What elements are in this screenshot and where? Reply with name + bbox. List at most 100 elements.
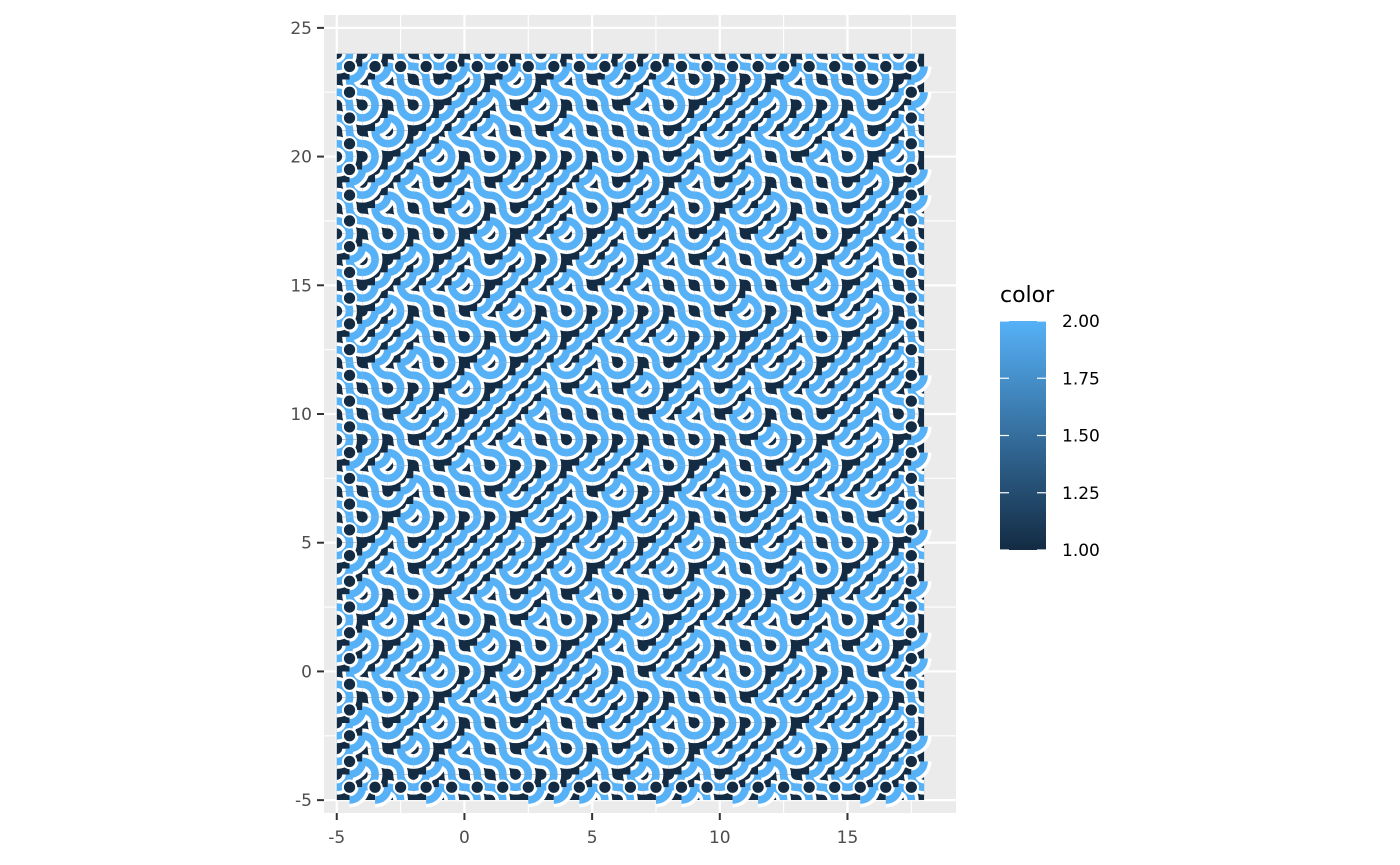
border-dot bbox=[343, 214, 356, 227]
border-dot bbox=[547, 60, 560, 73]
border-dot bbox=[343, 446, 356, 459]
y-tick-label: 15 bbox=[290, 276, 312, 296]
border-dot bbox=[420, 781, 433, 794]
border-dot bbox=[905, 317, 918, 330]
border-dot bbox=[905, 781, 918, 794]
border-dot bbox=[905, 626, 918, 639]
border-dot bbox=[343, 111, 356, 124]
border-dot bbox=[624, 60, 637, 73]
border-dot bbox=[343, 678, 356, 691]
border-dot bbox=[905, 163, 918, 176]
x-tick-label: 0 bbox=[459, 828, 470, 848]
border-dot bbox=[343, 781, 356, 794]
border-dot bbox=[700, 781, 713, 794]
border-dot bbox=[624, 781, 637, 794]
border-dot bbox=[343, 343, 356, 356]
border-dot bbox=[905, 600, 918, 613]
border-dot bbox=[343, 369, 356, 382]
border-dot bbox=[828, 781, 841, 794]
border-dot bbox=[649, 60, 662, 73]
border-dot bbox=[905, 678, 918, 691]
border-dot bbox=[573, 60, 586, 73]
border-dot bbox=[777, 60, 790, 73]
border-dot bbox=[905, 575, 918, 588]
border-dot bbox=[905, 472, 918, 485]
border-dot bbox=[496, 60, 509, 73]
border-dot bbox=[522, 781, 535, 794]
border-dot bbox=[905, 369, 918, 382]
border-dot bbox=[343, 163, 356, 176]
border-dot bbox=[879, 60, 892, 73]
border-dot bbox=[905, 266, 918, 279]
border-dot bbox=[343, 652, 356, 665]
border-dot bbox=[343, 394, 356, 407]
border-dot bbox=[905, 292, 918, 305]
border-dot bbox=[343, 472, 356, 485]
x-tick-label: -5 bbox=[328, 828, 345, 848]
border-dot bbox=[905, 652, 918, 665]
border-dot bbox=[905, 497, 918, 510]
border-dot bbox=[343, 600, 356, 613]
border-dot bbox=[573, 781, 586, 794]
border-dot bbox=[343, 703, 356, 716]
border-dot bbox=[726, 60, 739, 73]
y-tick-label: 0 bbox=[301, 662, 312, 682]
border-dot bbox=[343, 292, 356, 305]
border-dot bbox=[905, 703, 918, 716]
legend-label: 1.25 bbox=[1062, 484, 1100, 504]
border-dot bbox=[343, 266, 356, 279]
border-dot bbox=[343, 317, 356, 330]
y-tick-label: 5 bbox=[301, 534, 312, 554]
border-dot bbox=[343, 420, 356, 433]
border-dot bbox=[854, 781, 867, 794]
border-dot bbox=[368, 60, 381, 73]
border-dot bbox=[649, 781, 662, 794]
border-dot bbox=[905, 523, 918, 536]
border-dot bbox=[343, 575, 356, 588]
border-dot bbox=[445, 60, 458, 73]
border-dot bbox=[522, 60, 535, 73]
border-dot bbox=[394, 781, 407, 794]
x-tick-label: 15 bbox=[837, 828, 859, 848]
border-dot bbox=[343, 549, 356, 562]
border-dot bbox=[905, 729, 918, 742]
border-dot bbox=[394, 60, 407, 73]
border-dot bbox=[905, 189, 918, 202]
border-dot bbox=[905, 60, 918, 73]
border-dot bbox=[343, 86, 356, 99]
border-dot bbox=[547, 781, 560, 794]
x-tick-label: 5 bbox=[587, 828, 598, 848]
border-dot bbox=[905, 446, 918, 459]
border-dot bbox=[777, 781, 790, 794]
border-dot bbox=[905, 420, 918, 433]
border-dot bbox=[343, 137, 356, 150]
y-tick-label: 20 bbox=[290, 148, 312, 168]
border-dot bbox=[905, 137, 918, 150]
border-dot bbox=[675, 781, 688, 794]
border-dot bbox=[368, 781, 381, 794]
border-dot bbox=[420, 60, 433, 73]
border-dot bbox=[343, 240, 356, 253]
border-dot bbox=[445, 781, 458, 794]
legend-label: 1.75 bbox=[1062, 369, 1100, 389]
border-dot bbox=[803, 781, 816, 794]
border-dot bbox=[496, 781, 509, 794]
legend-label: 1.00 bbox=[1062, 541, 1100, 561]
border-dot bbox=[343, 626, 356, 639]
border-dot bbox=[700, 60, 713, 73]
y-tick-label: -5 bbox=[295, 791, 312, 811]
border-dot bbox=[598, 60, 611, 73]
border-dot bbox=[905, 86, 918, 99]
truchet-tiles bbox=[337, 54, 924, 800]
legend-label: 1.50 bbox=[1062, 427, 1100, 447]
border-dot bbox=[905, 240, 918, 253]
y-tick-label: 25 bbox=[290, 19, 312, 39]
border-dot bbox=[905, 394, 918, 407]
border-dot bbox=[471, 60, 484, 73]
border-dot bbox=[343, 189, 356, 202]
x-tick-label: 10 bbox=[709, 828, 731, 848]
border-dot bbox=[471, 781, 484, 794]
border-dot bbox=[343, 523, 356, 536]
border-dot bbox=[343, 60, 356, 73]
